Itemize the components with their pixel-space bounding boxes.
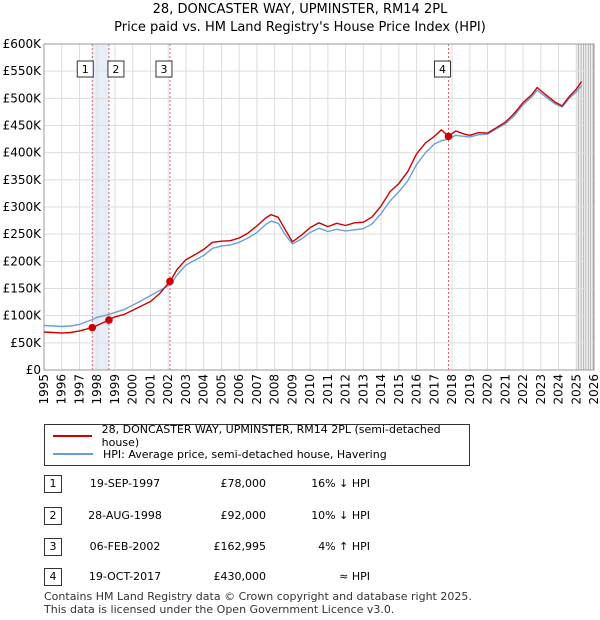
legend-swatch-property	[53, 435, 92, 437]
transaction-hpi: 4% ↑ HPI	[318, 540, 370, 553]
price-chart: 1 2 3 4 £0 £50K £100K £150K £200K £250K £300K £350K…	[3, 37, 600, 405]
x-tick-label: 2014	[374, 374, 388, 405]
x-tick-label: 2019	[463, 374, 477, 405]
x-tick-label: 2006	[232, 374, 246, 405]
sale-label: 1	[82, 63, 89, 76]
x-tick-label: 1996	[55, 374, 69, 405]
x-tick-label: 1999	[108, 374, 122, 405]
y-tick-label: £300K	[3, 200, 43, 214]
x-tick-label: 2008	[268, 374, 282, 405]
transaction-hpi: ≈ HPI	[339, 570, 370, 583]
x-tick-label: 2015	[392, 374, 406, 405]
y-tick-label: £50K	[10, 336, 42, 350]
transaction-number: 2	[44, 507, 62, 525]
plot-frame	[43, 43, 595, 371]
sale-label-box	[107, 60, 125, 78]
x-tick-label: 2002	[161, 374, 175, 405]
legend: 28, DONCASTER WAY, UPMINSTER, RM14 2PL (…	[44, 423, 470, 466]
transaction-hpi: 16% ↓ HPI	[311, 477, 370, 490]
x-tick-label: 2010	[303, 374, 317, 405]
x-tick-label: 2009	[285, 374, 299, 405]
y-tick-label: £500K	[3, 91, 43, 105]
legend-item-hpi: HPI: Average price, semi-detached house,…	[53, 445, 387, 463]
x-tick-label: 2021	[498, 374, 512, 405]
x-tick-label: 1995	[37, 374, 51, 405]
y-tick-label: £400K	[3, 146, 43, 160]
y-tick-label: £600K	[3, 37, 43, 51]
x-tick-label: 1998	[90, 374, 104, 405]
sale-label: 2	[112, 63, 119, 76]
legend-label-hpi: HPI: Average price, semi-detached house,…	[103, 447, 387, 461]
transaction-row: 3 06-FEB-2002 £162,995 4% ↑ HPI	[0, 538, 600, 558]
transaction-date: 06-FEB-2002	[89, 540, 161, 553]
transaction-hpi: 10% ↓ HPI	[311, 509, 370, 522]
x-tick-label: 2018	[445, 374, 459, 405]
sale-point	[88, 323, 97, 332]
sale-label-box	[155, 60, 173, 78]
x-tick-label: 2000	[126, 374, 140, 405]
x-tick-label: 2001	[143, 374, 157, 405]
x-tick-label: 1997	[72, 374, 86, 405]
legend-label-property: 28, DONCASTER WAY, UPMINSTER, RM14 2PL (…	[101, 423, 441, 449]
transaction-date: 19-SEP-1997	[89, 477, 161, 490]
sale-label-box	[434, 60, 452, 78]
y-tick-label: £150K	[3, 282, 43, 296]
chart-title-line1: 28, DONCASTER WAY, UPMINSTER, RM14 2PL	[152, 2, 448, 17]
y-tick-label: £450K	[3, 119, 43, 133]
x-tick-label: 2020	[481, 374, 495, 405]
x-tick-label: 2022	[516, 374, 530, 405]
chart-title-line2: Price paid vs. HM Land Registry's House …	[114, 20, 486, 35]
footer-copyright: Contains HM Land Registry data © Crown c…	[44, 590, 472, 603]
x-tick-label: 2011	[321, 374, 335, 405]
footer-licence: This data is licensed under the Open Gov…	[44, 603, 395, 616]
x-tick-label: 2025	[569, 374, 583, 405]
transaction-price: £162,995	[213, 540, 267, 553]
transaction-price: £430,000	[213, 570, 267, 583]
x-tick-label: 2005	[214, 374, 228, 405]
x-tick-label: 2017	[427, 374, 441, 405]
y-tick-label: £200K	[3, 254, 43, 268]
x-tick-label: 2026	[587, 374, 600, 405]
x-tick-label: 2004	[197, 374, 211, 405]
sale-point	[444, 132, 453, 141]
y-tick-label: £550K	[3, 64, 43, 78]
legend-swatch-hpi	[53, 453, 93, 455]
transaction-date: 28-AUG-1998	[88, 509, 162, 522]
transaction-row: 2 28-AUG-1998 £92,000 10% ↓ HPI	[0, 507, 600, 527]
transaction-number: 3	[44, 538, 62, 556]
x-tick-label: 2023	[534, 374, 548, 405]
hpi-line	[43, 84, 583, 328]
y-tick-label: £350K	[3, 173, 43, 187]
sale-label: 4	[439, 63, 446, 76]
y-tick-label: £100K	[3, 309, 43, 323]
transaction-price: £78,000	[220, 477, 267, 490]
property-line	[43, 81, 583, 334]
sale-label: 3	[160, 63, 167, 76]
transaction-date: 19-OCT-2017	[88, 570, 162, 583]
legend-item-property: 28, DONCASTER WAY, UPMINSTER, RM14 2PL (…	[53, 423, 469, 449]
y-tick-label: £250K	[3, 227, 43, 241]
transaction-number: 1	[44, 475, 62, 493]
x-tick-label: 2003	[179, 374, 193, 405]
transaction-row: 1 19-SEP-1997 £78,000 16% ↓ HPI	[0, 475, 600, 495]
x-tick-label: 2007	[250, 374, 264, 405]
transaction-row: 4 19-OCT-2017 £430,000 ≈ HPI	[0, 568, 600, 588]
x-tick-label: 2024	[552, 374, 566, 405]
transaction-number: 4	[44, 568, 62, 586]
x-tick-label: 2012	[339, 374, 353, 405]
y-tick-label: £0	[26, 363, 41, 377]
x-tick-label: 2013	[356, 374, 370, 405]
sale-label-box	[76, 60, 94, 78]
sale-point	[105, 316, 113, 324]
x-tick-label: 2016	[410, 374, 424, 405]
transaction-price: £92,000	[220, 509, 267, 522]
sale-point	[166, 277, 174, 286]
